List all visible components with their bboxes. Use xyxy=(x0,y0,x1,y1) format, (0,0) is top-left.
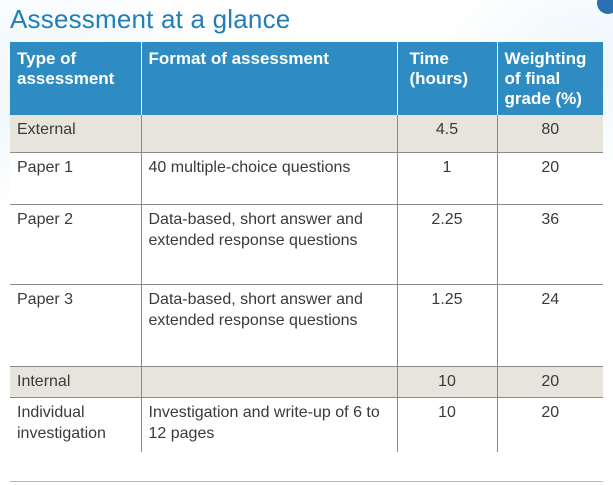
table-row-external: External 4.5 80 xyxy=(10,115,603,152)
table-row-individual-investigation: Individual investigation Investigation a… xyxy=(10,396,603,452)
cell-format xyxy=(141,365,398,397)
column-header-type: Type of assessment xyxy=(10,42,142,115)
cell-time: 4.5 xyxy=(397,115,498,152)
column-header-format: Format of assessment xyxy=(141,42,398,115)
column-header-weighting: Weighting of final grade (%) xyxy=(497,42,603,115)
cell-type: Paper 1 xyxy=(10,151,142,204)
table-row-paper-2: Paper 2 Data-based, short answer and ext… xyxy=(10,203,603,284)
cell-time: 10 xyxy=(397,396,498,452)
cell-type: External xyxy=(10,115,142,152)
cell-format xyxy=(141,115,398,152)
column-header-time: Time (hours) xyxy=(397,42,498,115)
table-row-paper-1: Paper 1 40 multiple-choice questions 1 2… xyxy=(10,151,603,204)
cell-type: Paper 3 xyxy=(10,283,142,366)
cell-format: Investigation and write-up of 6 to 12 pa… xyxy=(141,396,398,452)
table-row-internal: Internal 10 20 xyxy=(10,365,603,397)
page-title: Assessment at a glance xyxy=(10,4,291,34)
cell-time: 1.25 xyxy=(397,283,498,366)
assessment-table: Type of assessment Format of assessment … xyxy=(10,42,603,452)
cell-format: 40 multiple-choice questions xyxy=(141,151,398,204)
cell-time: 2.25 xyxy=(397,203,498,284)
cell-weighting: 20 xyxy=(497,151,603,204)
cell-weighting: 24 xyxy=(497,283,603,366)
cell-type: Individual investigation xyxy=(10,396,142,452)
cell-type: Internal xyxy=(10,365,142,397)
table-row-paper-3: Paper 3 Data-based, short answer and ext… xyxy=(10,283,603,366)
cell-weighting: 36 xyxy=(497,203,603,284)
bottom-divider xyxy=(10,481,603,482)
cell-type: Paper 2 xyxy=(10,203,142,284)
table-header-row: Type of assessment Format of assessment … xyxy=(10,42,603,115)
cell-weighting: 80 xyxy=(497,115,603,152)
cell-time: 10 xyxy=(397,365,498,397)
cell-weighting: 20 xyxy=(497,365,603,397)
corner-badge-icon xyxy=(597,0,613,14)
cell-time: 1 xyxy=(397,151,498,204)
cell-weighting: 20 xyxy=(497,396,603,452)
cell-format: Data-based, short answer and extended re… xyxy=(141,283,398,366)
cell-format: Data-based, short answer and extended re… xyxy=(141,203,398,284)
